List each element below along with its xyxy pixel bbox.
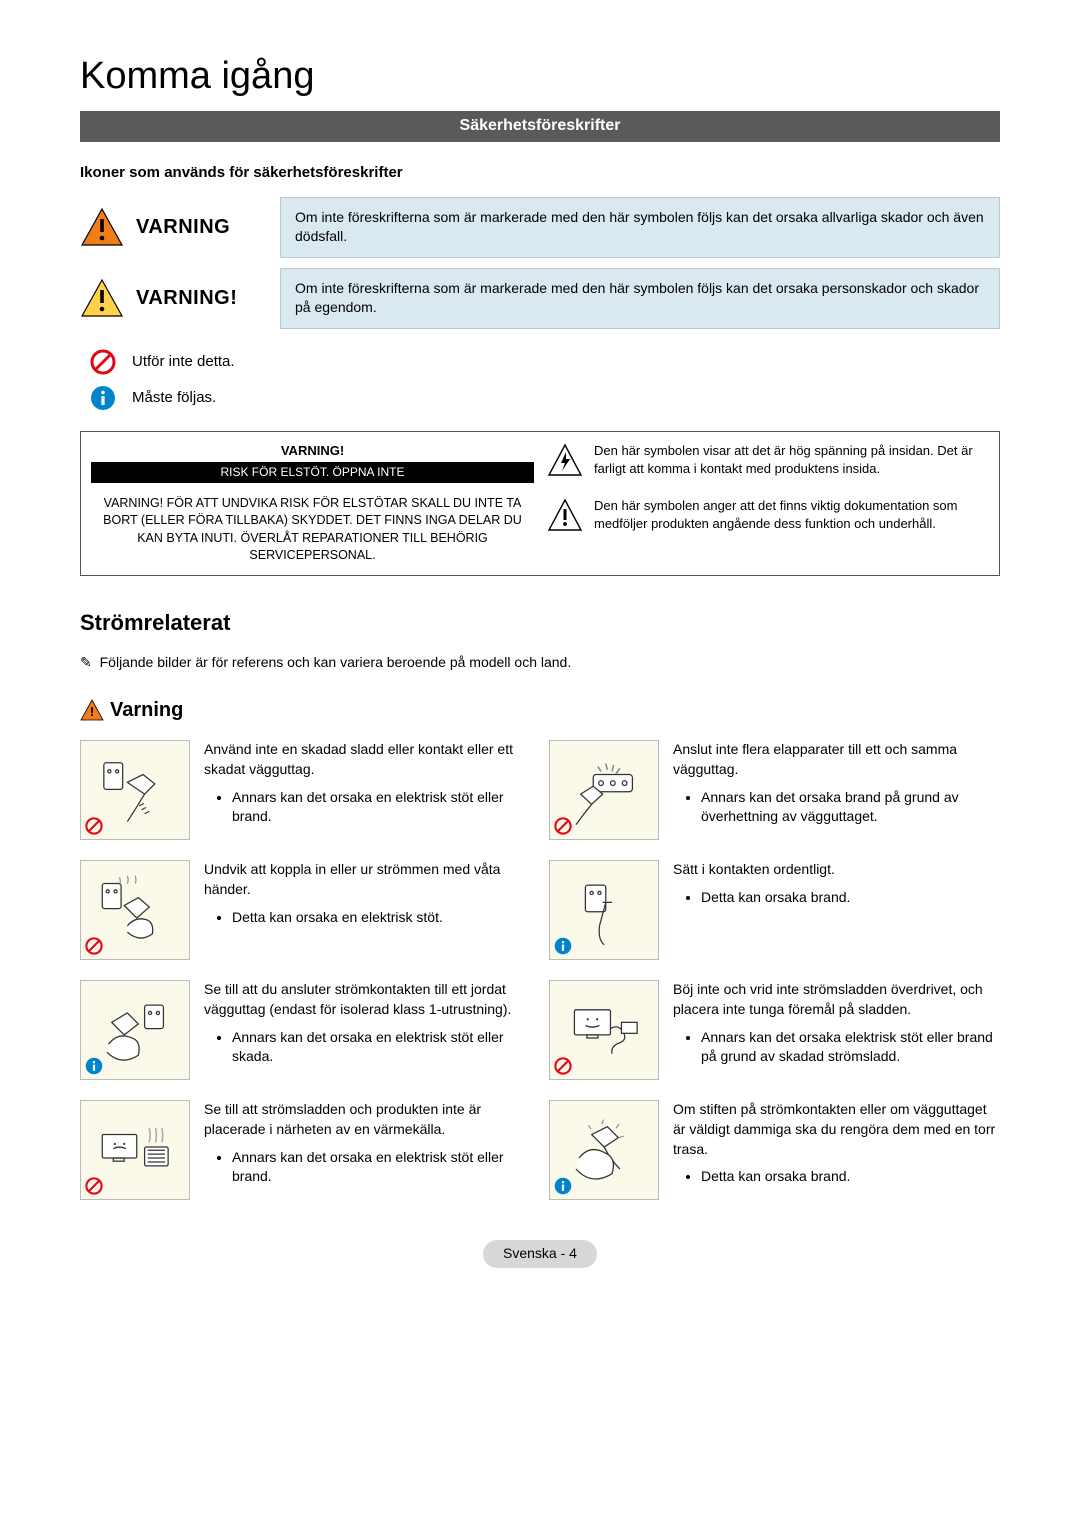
prohibit-badge-icon [554,1057,572,1075]
items-grid: Använd inte en skadad sladd eller kontak… [80,740,1000,1200]
icons-heading: Ikoner som används för säkerhetsföreskri… [80,162,1000,183]
item-text: Anslut inte flera elapparater till ett o… [673,740,1000,840]
illustration [80,740,190,840]
reference-note-text: Följande bilder är för referens och kan … [100,654,572,670]
safety-item: Böj inte och vrid inte strömsladden över… [549,980,1000,1080]
warning-box-blackbar: RISK FÖR ELSTÖT. ÖPPNA INTE [91,462,534,483]
varning-icon-cell: VARNING! [80,278,280,318]
varning-label: VARNING [136,213,230,241]
info-icon [90,385,116,411]
item-bullet: Detta kan orsaka brand. [701,1167,1000,1187]
illustration [549,860,659,960]
item-text: Böj inte och vrid inte strömsladden över… [673,980,1000,1080]
footer-pill: Svenska - 4 [483,1240,597,1268]
safety-item: Anslut inte flera elapparater till ett o… [549,740,1000,840]
item-bullet: Annars kan det orsaka en elektrisk stöt … [232,1148,531,1187]
bolt-triangle-icon [546,442,584,485]
power-section-title: Strömrelaterat [80,608,1000,639]
warning-right-item: Den här symbolen anger att det finns vik… [546,497,989,540]
footer-page: 4 [569,1245,577,1261]
varning-label: VARNING! [136,284,237,312]
prohibit-badge-icon [85,937,103,955]
varning-icon-cell: VARNING [80,207,280,247]
info-badge-icon [554,937,572,955]
illustration [549,980,659,1080]
small-icon-row: Måste följas. [80,385,1000,411]
page-title: Komma igång [80,50,1000,103]
item-bullet: Annars kan det orsaka elektrisk stöt ell… [701,1028,1000,1067]
item-text: Se till att strömsladden och produkten i… [204,1100,531,1200]
safety-item: Använd inte en skadad sladd eller kontak… [80,740,531,840]
item-head: Se till att strömsladden och produkten i… [204,1100,531,1139]
small-icon-text: Utför inte detta. [132,351,235,372]
note-icon: ✎ [80,653,92,673]
prohibit-icon [90,349,116,375]
footer-lang: Svenska [503,1245,557,1261]
varning-rows: VARNING Om inte föreskrifterna som är ma… [80,197,1000,329]
warning-box-body: VARNING! FÖR ATT UNDVIKA RISK FÖR ELSTÖT… [91,495,534,565]
warning-box-title: VARNING! [91,442,534,460]
warning-box-right: Den här symbolen visar att det är hög sp… [546,442,989,565]
warning-box: VARNING! RISK FÖR ELSTÖT. ÖPPNA INTE VAR… [80,431,1000,576]
item-text: Om stiften på strömkontakten eller om vä… [673,1100,1000,1200]
item-head: Om stiften på strömkontakten eller om vä… [673,1100,1000,1159]
prohibit-badge-icon [85,1177,103,1195]
safety-item: Se till att du ansluter strömkontakten t… [80,980,531,1080]
exclaim-triangle-icon [546,497,584,540]
footer: Svenska - 4 [80,1240,1000,1268]
reference-note: ✎ Följande bilder är för referens och ka… [80,653,1000,673]
item-bullet: Annars kan det orsaka en elektrisk stöt … [232,1028,531,1067]
item-bullet: Annars kan det orsaka en elektrisk stöt … [232,788,531,827]
varning-row: VARNING Om inte föreskrifterna som är ma… [80,197,1000,258]
item-bullet: Detta kan orsaka en elektrisk stöt. [232,908,531,928]
svg-text:!: ! [90,704,94,719]
section-bar: Säkerhetsföreskrifter [80,111,1000,141]
item-head: Undvik att koppla in eller ur strömmen m… [204,860,531,899]
prohibit-badge-icon [554,817,572,835]
illustration [80,860,190,960]
item-bullet: Annars kan det orsaka brand på grund av … [701,788,1000,827]
varning-description: Om inte föreskrifterna som är markerade … [280,268,1000,329]
safety-item: Om stiften på strömkontakten eller om vä… [549,1100,1000,1200]
info-badge-icon [85,1057,103,1075]
item-head: Se till att du ansluter strömkontakten t… [204,980,531,1019]
warning-triangle-icon: ! [80,699,104,721]
small-icon-text: Måste följas. [132,387,216,408]
item-head: Sätt i kontakten ordentligt. [673,860,1000,880]
varning-row: VARNING! Om inte föreskrifterna som är m… [80,268,1000,329]
warning-box-left: VARNING! RISK FÖR ELSTÖT. ÖPPNA INTE VAR… [91,442,534,565]
small-icon-row: Utför inte detta. [80,349,1000,375]
item-text: Se till att du ansluter strömkontakten t… [204,980,531,1080]
safety-item: Undvik att koppla in eller ur strömmen m… [80,860,531,960]
item-head: Böj inte och vrid inte strömsladden över… [673,980,1000,1019]
illustration [549,740,659,840]
small-icon-rows: Utför inte detta. Måste följas. [80,349,1000,411]
item-bullet: Detta kan orsaka brand. [701,888,1000,908]
item-head: Använd inte en skadad sladd eller kontak… [204,740,531,779]
item-text: Sätt i kontakten ordentligt. Detta kan o… [673,860,1000,960]
item-text: Använd inte en skadad sladd eller kontak… [204,740,531,840]
warning-right-text: Den här symbolen anger att det finns vik… [594,497,989,540]
warning-heading: ! Varning [80,696,1000,724]
varning-description: Om inte föreskrifterna som är markerade … [280,197,1000,258]
illustration [80,980,190,1080]
warning-right-text: Den här symbolen visar att det är hög sp… [594,442,989,485]
warning-heading-text: Varning [110,696,183,724]
safety-item: Se till att strömsladden och produkten i… [80,1100,531,1200]
prohibit-badge-icon [85,817,103,835]
item-text: Undvik att koppla in eller ur strömmen m… [204,860,531,960]
illustration [549,1100,659,1200]
illustration [80,1100,190,1200]
warning-right-item: Den här symbolen visar att det är hög sp… [546,442,989,485]
item-head: Anslut inte flera elapparater till ett o… [673,740,1000,779]
safety-item: Sätt i kontakten ordentligt. Detta kan o… [549,860,1000,960]
info-badge-icon [554,1177,572,1195]
